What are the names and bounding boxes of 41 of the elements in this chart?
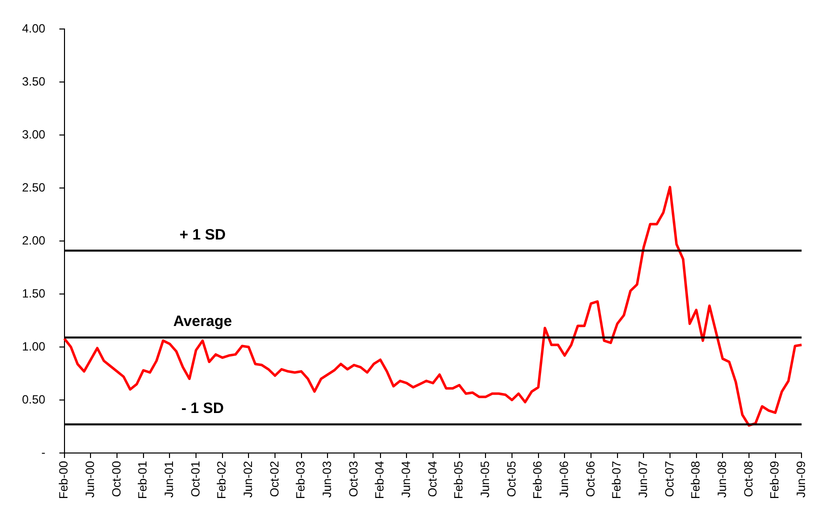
y-tick-label: 3.00 [22, 127, 46, 142]
x-tick-label: Jun-05 [478, 460, 492, 498]
x-tick-label: Jun-01 [162, 460, 176, 498]
x-tick-label: Jun-06 [556, 460, 571, 498]
x-tick-label: Jun-03 [320, 460, 334, 498]
x-tick-label: Jun-04 [398, 460, 413, 498]
x-tick-label: Feb-09 [768, 460, 782, 500]
y-tick-label: 2.00 [22, 233, 46, 248]
x-tick-label: Feb-06 [530, 460, 545, 500]
x-tick-label: Jun-02 [240, 460, 255, 498]
x-tick-label: Oct-03 [346, 460, 360, 497]
ref-line-label: - 1 SD [181, 400, 224, 418]
y-tick-label: - [41, 445, 46, 460]
x-tick-label: Feb-04 [372, 460, 387, 500]
x-tick-label: Feb-07 [610, 460, 624, 500]
y-tick-label: 2.50 [22, 180, 46, 194]
ref-line-label: Average [173, 313, 232, 330]
x-tick-label: Jun-09 [794, 460, 808, 498]
x-tick-label: Oct-07 [662, 460, 676, 497]
x-tick-label: Feb-00 [56, 460, 71, 500]
x-tick-label: Oct-01 [188, 460, 202, 497]
x-tick-label: Oct-06 [583, 460, 598, 497]
x-tick-label: Oct-05 [504, 460, 518, 497]
x-tick-label: Jun-00 [83, 460, 97, 498]
x-tick-label: Feb-02 [214, 460, 229, 500]
x-tick-label: Oct-08 [741, 460, 756, 497]
x-tick-label: Jun-08 [714, 460, 729, 498]
x-tick-label: Feb-05 [452, 460, 466, 500]
x-tick-label: Oct-04 [425, 460, 440, 497]
x-tick-label: Oct-00 [109, 460, 124, 497]
y-tick-label: 1.50 [22, 286, 46, 300]
ref-line-label: + 1 SD [179, 226, 226, 244]
x-tick-label: Feb-01 [136, 460, 150, 500]
y-tick-label: 0.50 [22, 392, 46, 406]
y-tick-label: 3.50 [22, 74, 46, 88]
y-tick-label: 1.00 [22, 339, 46, 354]
x-tick-label: Feb-08 [688, 460, 703, 500]
y-tick-label: 4.00 [22, 22, 46, 36]
x-tick-label: Feb-03 [294, 460, 308, 500]
x-tick-label: Oct-02 [267, 460, 282, 497]
x-tick-label: Jun-07 [636, 460, 650, 498]
